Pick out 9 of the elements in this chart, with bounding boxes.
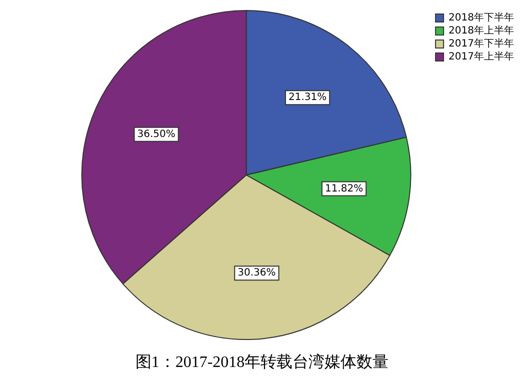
legend-label: 2017年上半年 [448,50,514,63]
data-label: 36.50% [137,128,176,140]
data-label: 21.31% [288,92,327,104]
legend-label: 2018年下半年 [448,12,514,24]
data-label: 11.82% [324,183,364,194]
legend-label: 2017年下半年 [448,38,514,50]
legend-label: 2018年上半年 [448,24,514,37]
text: 图1：2017-2018年转载台湾媒体数量 [134,352,390,373]
data-label: 30.36% [238,268,276,279]
